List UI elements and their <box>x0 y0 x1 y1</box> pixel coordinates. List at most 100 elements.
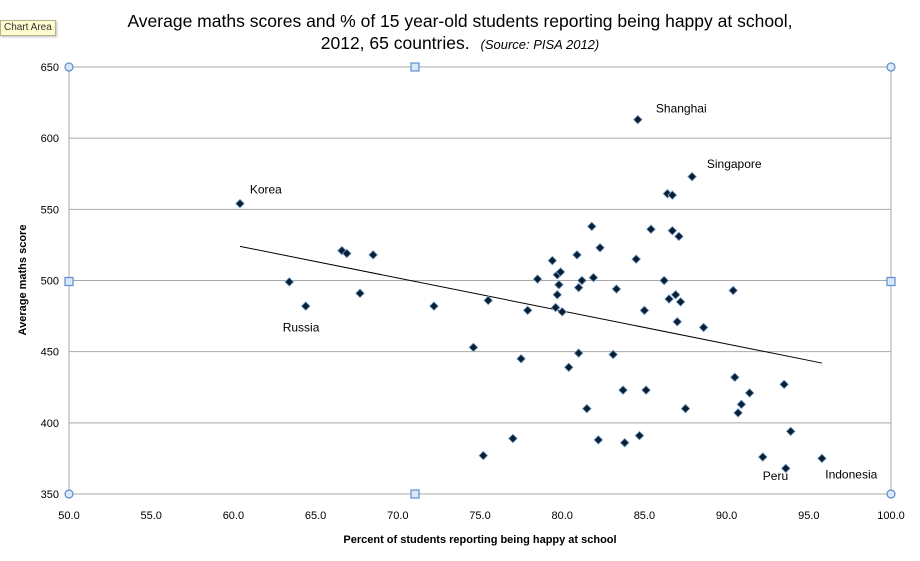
data-points <box>235 114 827 474</box>
y-tick-label: 400 <box>41 418 59 430</box>
data-point <box>608 349 619 360</box>
edge-resize-handle[interactable] <box>886 276 896 287</box>
chart-title-source: (Source: PISA 2012) <box>480 37 599 52</box>
data-point <box>662 188 673 199</box>
data-point <box>611 284 622 294</box>
corner-resize-handle[interactable] <box>886 489 896 499</box>
data-point <box>550 302 561 313</box>
chart-area-tooltip: Chart Area <box>0 20 56 36</box>
y-tick-label: 650 <box>41 62 59 74</box>
data-point <box>522 305 533 316</box>
data-point <box>619 437 630 448</box>
data-point <box>618 385 628 395</box>
data-point <box>300 301 311 311</box>
data-point <box>634 430 645 441</box>
y-tick-label: 450 <box>41 347 59 359</box>
data-point <box>284 277 295 287</box>
data-point <box>785 426 796 437</box>
selection-handles[interactable] <box>64 62 896 499</box>
data-point <box>341 248 352 259</box>
data-point <box>588 272 599 283</box>
data-point <box>554 279 564 290</box>
trend-line <box>239 245 823 364</box>
data-point <box>516 353 526 364</box>
data-point <box>733 408 743 418</box>
data-point <box>557 306 568 317</box>
data-point <box>552 289 563 300</box>
data-point <box>646 224 656 235</box>
x-tick-label: 95.0 <box>798 510 819 522</box>
data-point <box>817 453 827 464</box>
data-point <box>672 316 683 327</box>
data-point <box>779 379 790 390</box>
annotation-label: Singapore <box>707 157 762 171</box>
edge-resize-handle[interactable] <box>64 276 74 287</box>
data-point <box>555 267 566 277</box>
x-tick-label: 70.0 <box>387 510 408 522</box>
corner-resize-handle[interactable] <box>64 489 74 499</box>
data-point <box>659 275 669 286</box>
axis-ticks: 350 400 450 500 550 600 650 50.0 55.0 60.0 65.0 70.… <box>41 62 905 522</box>
data-point <box>235 198 245 209</box>
data-point <box>572 250 582 260</box>
data-point <box>355 288 365 299</box>
data-point <box>468 342 479 353</box>
y-tick-label: 600 <box>41 133 59 145</box>
chart-title-line1: Average maths scores and % of 15 year-ol… <box>127 11 792 31</box>
x-tick-label: 60.0 <box>223 510 244 522</box>
annotation-label: Indonesia <box>825 467 877 481</box>
x-axis-label: Percent of students reporting being happ… <box>343 534 616 546</box>
x-tick-label: 55.0 <box>140 510 161 522</box>
data-point <box>675 296 686 307</box>
data-point <box>664 294 674 304</box>
x-tick-label: 75.0 <box>469 510 490 522</box>
x-tick-label: 85.0 <box>634 510 655 522</box>
data-point <box>547 255 558 266</box>
data-point <box>687 171 697 182</box>
y-tick-label: 350 <box>41 489 59 501</box>
edge-resize-handle[interactable] <box>410 62 420 72</box>
data-point <box>667 190 678 200</box>
x-tick-label: 100.0 <box>877 510 905 522</box>
x-tick-label: 50.0 <box>58 510 79 522</box>
corner-resize-handle[interactable] <box>886 62 896 72</box>
data-point <box>577 275 587 286</box>
x-tick-label: 65.0 <box>305 510 326 522</box>
annotation-label: Shanghai <box>656 102 707 116</box>
data-point <box>368 250 379 260</box>
data-point <box>674 231 684 242</box>
x-tick-label: 80.0 <box>551 510 572 522</box>
edge-resize-handle[interactable] <box>410 489 420 499</box>
data-point <box>563 362 574 373</box>
data-point <box>478 450 489 461</box>
data-point <box>595 242 605 253</box>
data-point <box>680 403 691 414</box>
data-point <box>744 388 755 398</box>
data-point <box>586 221 597 232</box>
data-point <box>429 301 439 311</box>
corner-resize-handle[interactable] <box>64 62 74 72</box>
data-point <box>728 285 739 296</box>
country-labels: Korea Russia Shanghai Singapore Peru Indonesi… <box>250 102 878 483</box>
data-point <box>573 282 584 293</box>
data-point <box>698 322 709 333</box>
chart-title-line2-main: 2012, 65 countries. <box>321 33 470 53</box>
data-point <box>729 372 740 383</box>
y-axis-label: Average maths score <box>17 225 29 336</box>
data-point <box>736 399 747 410</box>
y-tick-label: 550 <box>41 204 59 216</box>
data-point <box>508 433 518 444</box>
data-point <box>593 435 604 445</box>
data-point <box>483 295 494 306</box>
annotation-label: Russia <box>283 321 320 335</box>
data-point <box>573 348 584 358</box>
y-tick-label: 500 <box>41 276 59 288</box>
data-point <box>632 114 643 125</box>
data-point <box>667 225 678 236</box>
chart-title-line2: 2012, 65 countries. (Source: PISA 2012) <box>321 33 599 53</box>
x-tick-label: 90.0 <box>716 510 737 522</box>
data-point <box>670 289 681 300</box>
data-point <box>581 403 592 414</box>
data-point <box>641 385 651 395</box>
